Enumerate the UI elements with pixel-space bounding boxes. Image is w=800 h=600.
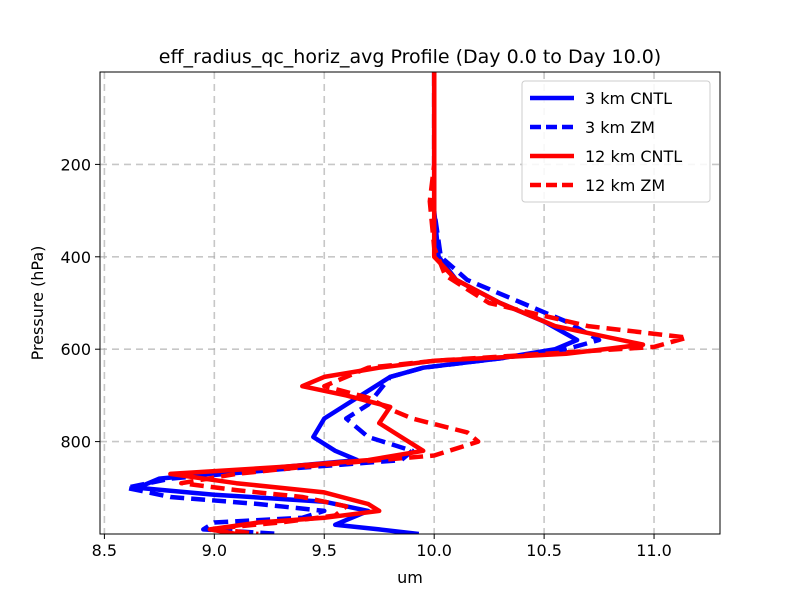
legend-label: 12 km CNTL: [585, 147, 682, 166]
x-tick-label: 10.0: [416, 541, 452, 560]
x-tick-label: 10.5: [526, 541, 562, 560]
legend: 3 km CNTL 3 km ZM 12 km CNTL 12 km ZM: [521, 80, 711, 203]
series-lines: [124, 72, 690, 534]
y-axis-label: Pressure (hPa): [28, 246, 47, 361]
legend-label: 12 km ZM: [585, 176, 665, 195]
x-tick-label: 9.0: [202, 541, 227, 560]
y-tick-label: 400: [60, 248, 91, 267]
y-tick-label: 200: [60, 155, 91, 174]
plot-area: [124, 72, 690, 534]
y-axis-ticks: 200 400 600 800: [60, 155, 100, 452]
series-line-12-km-zm: [179, 72, 690, 534]
chart-title: eff_radius_qc_horiz_avg Profile (Day 0.0…: [159, 46, 661, 68]
x-tick-label: 11.0: [636, 541, 672, 560]
series-line-3-km-zm: [124, 72, 602, 534]
legend-box: [521, 80, 711, 203]
y-tick-label: 600: [60, 340, 91, 359]
x-tick-label: 8.5: [92, 541, 117, 560]
x-axis-label: um: [397, 568, 423, 587]
x-axis-ticks: 8.5 9.0 9.5 10.0 10.5 11.0: [92, 534, 672, 560]
series-line-12-km-cntl: [168, 72, 646, 534]
legend-label: 3 km CNTL: [585, 89, 672, 108]
x-tick-label: 9.5: [312, 541, 337, 560]
y-tick-label: 800: [60, 433, 91, 452]
legend-label: 3 km ZM: [585, 118, 655, 137]
axes-frame: [99, 71, 721, 535]
